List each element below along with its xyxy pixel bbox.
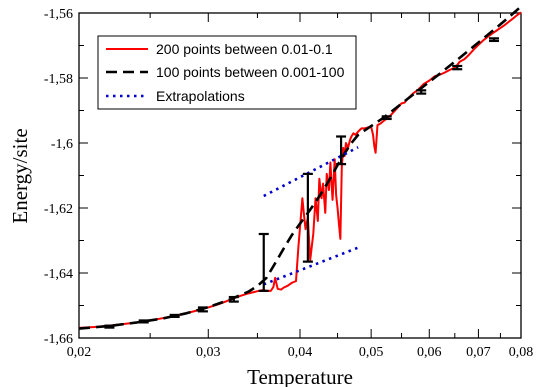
- x-tick-label: 0,05: [359, 345, 384, 360]
- legend-label-series-1: 200 points between 0.01-0.1: [156, 41, 333, 57]
- error-bar: [488, 37, 499, 43]
- y-tick-label: -1,66: [44, 332, 73, 347]
- y-tick-label: -1,62: [44, 202, 73, 217]
- error-bar: [302, 172, 313, 263]
- legend-label-series-2: 100 points between 0.001-100: [156, 64, 345, 80]
- legend-label-series-3: Extrapolations: [156, 88, 245, 104]
- extrapolation-line-2: [263, 246, 359, 286]
- y-tick-label: -1,6: [51, 137, 73, 152]
- axis-ticks: [78, 12, 522, 339]
- x-axis-title: Temperature: [247, 365, 353, 387]
- y-tick-label: -1,56: [44, 7, 73, 22]
- x-tick-label: 0,06: [417, 345, 442, 360]
- x-tick-label: 0,04: [288, 345, 313, 360]
- error-bar: [138, 319, 149, 324]
- error-bar: [452, 64, 463, 71]
- x-tick-label: 0,07: [466, 345, 491, 360]
- y-tick-label: -1,58: [44, 72, 73, 87]
- error-bar: [228, 295, 239, 303]
- y-axis-title: Energy/site: [8, 128, 32, 223]
- tick-labels: 0,02 0,03 0,04 0,05 0,06 0,07 0,08 -1,66 -1,64 -1…: [44, 7, 533, 360]
- error-bar: [169, 313, 180, 318]
- x-tick-label: 0,03: [196, 345, 221, 360]
- error-bar: [336, 135, 347, 166]
- error-bar: [381, 115, 392, 121]
- legend: 200 points between 0.01-0.1 100 points b…: [97, 35, 357, 110]
- x-tick-label: 0,08: [509, 345, 534, 360]
- error-bars: [104, 37, 499, 329]
- series-line-2: [78, 5, 522, 330]
- error-bar: [197, 306, 208, 313]
- error-bar: [104, 324, 115, 329]
- error-bar: [258, 232, 269, 292]
- y-tick-label: -1,64: [44, 267, 73, 282]
- x-tick-label: 0,02: [67, 345, 92, 360]
- error-bar: [416, 89, 427, 95]
